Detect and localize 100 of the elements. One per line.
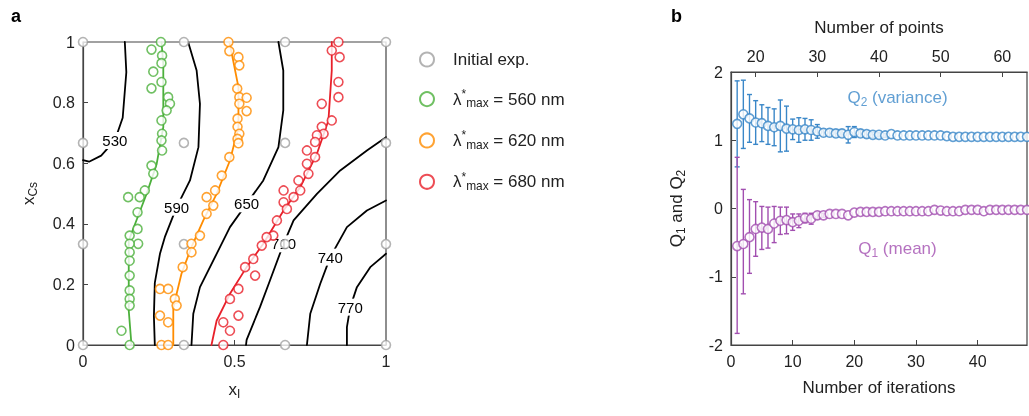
point <box>281 203 293 215</box>
point <box>178 36 190 48</box>
y-tick-label: 1 <box>714 131 724 149</box>
point <box>278 185 289 196</box>
y-tick-label: 0.4 <box>52 215 76 233</box>
point <box>333 76 344 88</box>
y-tick-label: 0.6 <box>52 154 76 172</box>
point <box>293 175 304 186</box>
point <box>234 98 245 110</box>
point <box>216 170 228 181</box>
x2-tick-label: 30 <box>808 47 827 65</box>
point <box>224 325 236 337</box>
point <box>156 57 167 69</box>
line-series <box>306 199 387 346</box>
x-tick-label: 20 <box>845 352 864 370</box>
point <box>77 36 89 48</box>
point <box>124 300 135 311</box>
point <box>186 246 197 258</box>
point <box>333 36 344 48</box>
point <box>161 105 172 116</box>
point <box>116 325 127 337</box>
legend-label: λ*max = 680 nm <box>453 169 565 194</box>
point <box>218 339 229 351</box>
point <box>148 168 159 180</box>
point <box>156 145 168 156</box>
point <box>309 136 321 148</box>
point <box>333 91 344 103</box>
y-tick-label: 1 <box>66 33 76 51</box>
point <box>380 137 392 149</box>
point <box>731 118 743 130</box>
point <box>288 191 299 203</box>
point <box>124 246 135 258</box>
x-tick-label: 0.5 <box>223 352 246 370</box>
point <box>156 115 167 126</box>
point <box>326 45 338 56</box>
x-tick-label: 40 <box>968 352 987 370</box>
point <box>155 36 167 48</box>
point <box>224 45 235 57</box>
point <box>77 339 89 351</box>
point <box>233 310 244 321</box>
point <box>303 168 314 180</box>
point <box>256 240 268 251</box>
y-axis-title: xCs <box>19 181 40 206</box>
x-tick-label: 0 <box>78 352 88 370</box>
point <box>146 83 157 94</box>
point <box>232 113 243 124</box>
point <box>201 191 212 203</box>
x2-tick-label: 40 <box>870 47 888 65</box>
point <box>380 238 392 250</box>
x-tick-label: 10 <box>783 352 802 370</box>
x-tick-label: 0 <box>726 352 736 370</box>
point <box>224 293 236 305</box>
point <box>301 158 313 170</box>
point <box>162 339 174 351</box>
point <box>233 137 244 149</box>
point <box>156 135 167 146</box>
point <box>334 51 345 63</box>
point <box>218 316 229 328</box>
x2-axis-title: Number of points <box>814 18 944 37</box>
point <box>139 185 151 196</box>
point <box>134 191 145 203</box>
point <box>177 261 188 273</box>
point <box>279 339 291 351</box>
point <box>124 285 135 296</box>
point <box>231 83 243 94</box>
y-tick-label: 0.2 <box>52 275 76 293</box>
point <box>77 238 89 250</box>
point <box>124 230 135 241</box>
point <box>279 137 291 149</box>
point <box>249 270 261 281</box>
y-tick-label: -1 <box>708 268 724 286</box>
point <box>171 300 182 311</box>
point <box>122 191 134 203</box>
legend-label: λ*max = 620 nm <box>453 128 565 152</box>
point <box>178 137 190 149</box>
point <box>124 339 135 351</box>
point <box>738 238 749 250</box>
x2-tick-label: 50 <box>931 47 950 65</box>
point <box>261 231 272 243</box>
y-tick-label: -2 <box>708 336 724 354</box>
x-axis-title: Number of iterations <box>802 378 956 397</box>
point <box>208 200 219 211</box>
point <box>132 223 143 235</box>
x-tick-label: 1 <box>381 352 391 370</box>
series-label: 770 <box>337 298 363 316</box>
point <box>146 44 157 55</box>
x-tick-label: 30 <box>907 352 925 370</box>
point <box>744 231 755 243</box>
point <box>162 283 174 295</box>
point <box>271 215 283 226</box>
point <box>233 283 244 295</box>
point <box>326 115 338 126</box>
point <box>380 339 392 351</box>
point <box>239 261 251 273</box>
y-tick-label: 2 <box>714 63 724 81</box>
x2-tick-label: 20 <box>746 47 765 65</box>
y-tick-label: 0.8 <box>52 94 76 112</box>
point <box>316 98 328 110</box>
point <box>162 316 174 328</box>
point <box>178 339 190 351</box>
